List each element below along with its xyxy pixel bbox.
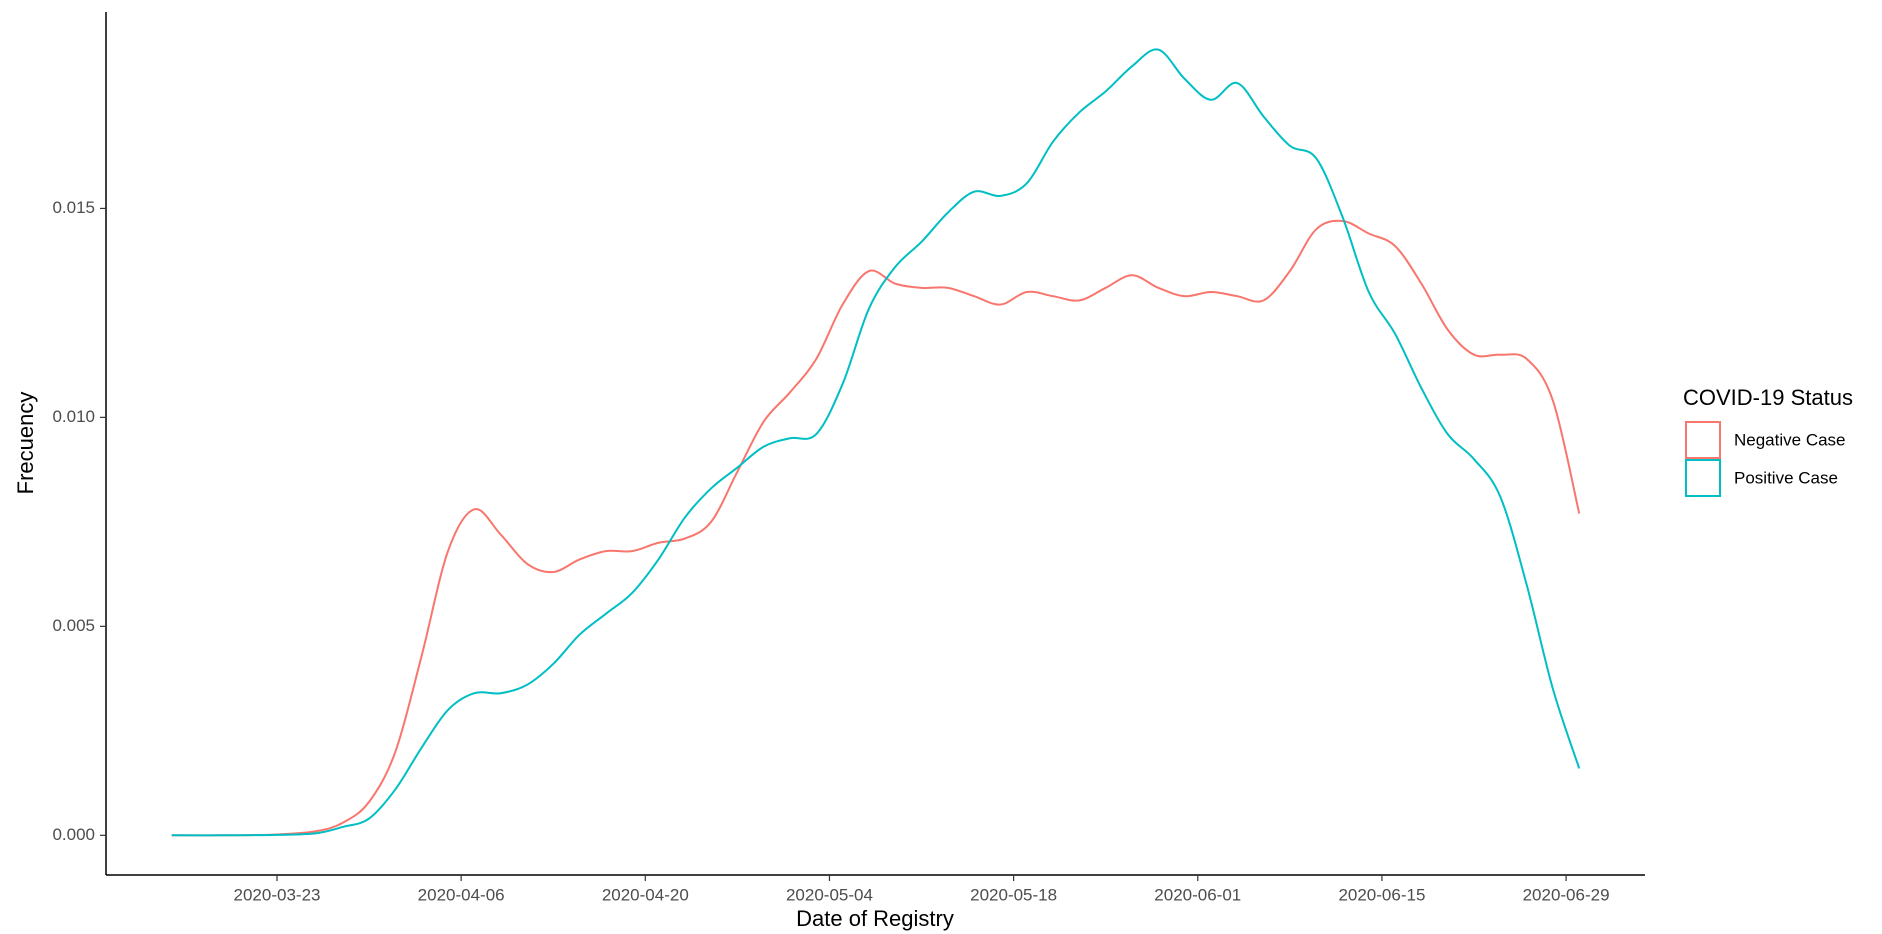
x-tick-label: 2020-06-15 (1338, 885, 1425, 904)
legend-key (1685, 459, 1721, 497)
density-line (171, 219, 1581, 837)
x-tick-label: 2020-04-06 (418, 885, 505, 904)
x-tick-label: 2020-05-04 (786, 885, 873, 904)
y-axis-title: Frecuency (13, 392, 38, 495)
x-axis-title: Date of Registry (796, 906, 954, 931)
y-tick-label: 0.015 (52, 198, 95, 217)
x-tick-label: 2020-06-01 (1154, 885, 1241, 904)
x-tick-label: 2020-03-23 (234, 885, 321, 904)
legend-text: Negative Case (1734, 430, 1846, 449)
y-tick-label: 0.010 (52, 407, 95, 426)
density-line (171, 48, 1581, 837)
legend-text: Positive Case (1734, 468, 1838, 487)
x-tick-label: 2020-04-20 (602, 885, 689, 904)
x-tick-label: 2020-05-18 (970, 885, 1057, 904)
legend-key (1685, 421, 1721, 459)
legend-title: COVID-19 Status (1683, 385, 1853, 410)
y-tick-label: 0.005 (52, 616, 95, 635)
y-tick-label: 0.000 (52, 825, 95, 844)
x-tick-label: 2020-06-29 (1523, 885, 1610, 904)
